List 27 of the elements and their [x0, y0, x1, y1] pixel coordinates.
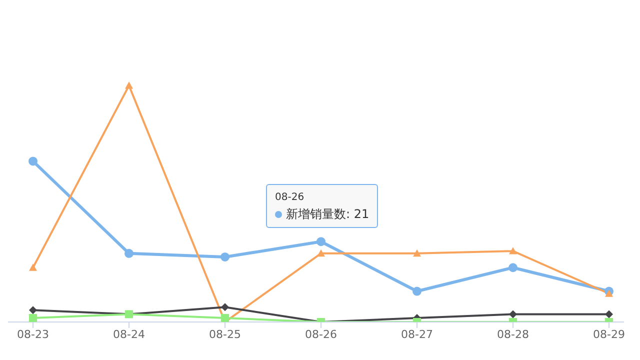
x-tick-label: 08-25: [209, 328, 241, 341]
x-tick-label: 08-24: [113, 328, 145, 341]
point: [220, 252, 230, 262]
point: [29, 306, 37, 314]
point: [29, 314, 37, 322]
x-tick-label: 08-29: [593, 328, 625, 341]
annotation: 新增销量数: 21: [286, 207, 370, 221]
x-tick-label: 08-27: [401, 328, 433, 341]
point: [509, 247, 517, 254]
x-tick-label: 08-23: [17, 328, 49, 341]
x-tick-label: 08-26: [305, 328, 337, 341]
point: [317, 249, 325, 257]
point: [413, 249, 421, 257]
point: [605, 290, 613, 297]
x-tick-label: 08-28: [497, 328, 529, 341]
point: [316, 237, 326, 246]
point: [605, 310, 613, 318]
point: [508, 263, 518, 272]
point: [125, 82, 133, 89]
point: [29, 264, 37, 271]
point: [221, 303, 229, 312]
point: [509, 310, 517, 318]
point: [412, 286, 422, 296]
point: [28, 156, 38, 166]
annotation: 08-26: [275, 192, 304, 203]
point: [124, 248, 134, 258]
point: [221, 314, 229, 322]
